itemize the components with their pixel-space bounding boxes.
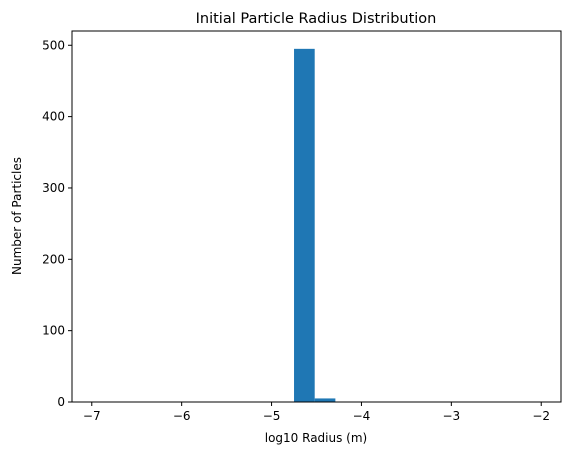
bars-layer: [294, 48, 336, 403]
x-tick-label-5: −2: [532, 409, 550, 423]
y-axis-ticks: 0 100 200 300 400 500: [42, 38, 72, 409]
chart-title: Initial Particle Radius Distribution: [196, 11, 437, 27]
x-tick-label-2: −5: [263, 409, 281, 423]
y-axis-label: Number of Particles: [10, 157, 24, 275]
y-tick-label-5: 500: [42, 38, 65, 52]
x-tick-label-0: −7: [83, 409, 101, 423]
x-axis-label: log10 Radius (m): [265, 431, 367, 445]
y-tick-label-1: 100: [42, 324, 65, 338]
y-tick-label-4: 400: [42, 110, 65, 124]
histogram-bar-0: [294, 48, 315, 403]
y-tick-label-2: 200: [42, 252, 65, 266]
x-tick-label-3: −4: [353, 409, 371, 423]
x-tick-label-1: −6: [173, 409, 191, 423]
y-tick-label-3: 300: [42, 181, 65, 195]
histogram-bar-1: [314, 398, 336, 402]
y-tick-label-0: 0: [57, 395, 65, 409]
x-axis-ticks: −7 −6 −5 −4 −3 −2: [83, 402, 550, 423]
x-tick-label-4: −3: [442, 409, 460, 423]
plot-frame: [71, 30, 562, 403]
